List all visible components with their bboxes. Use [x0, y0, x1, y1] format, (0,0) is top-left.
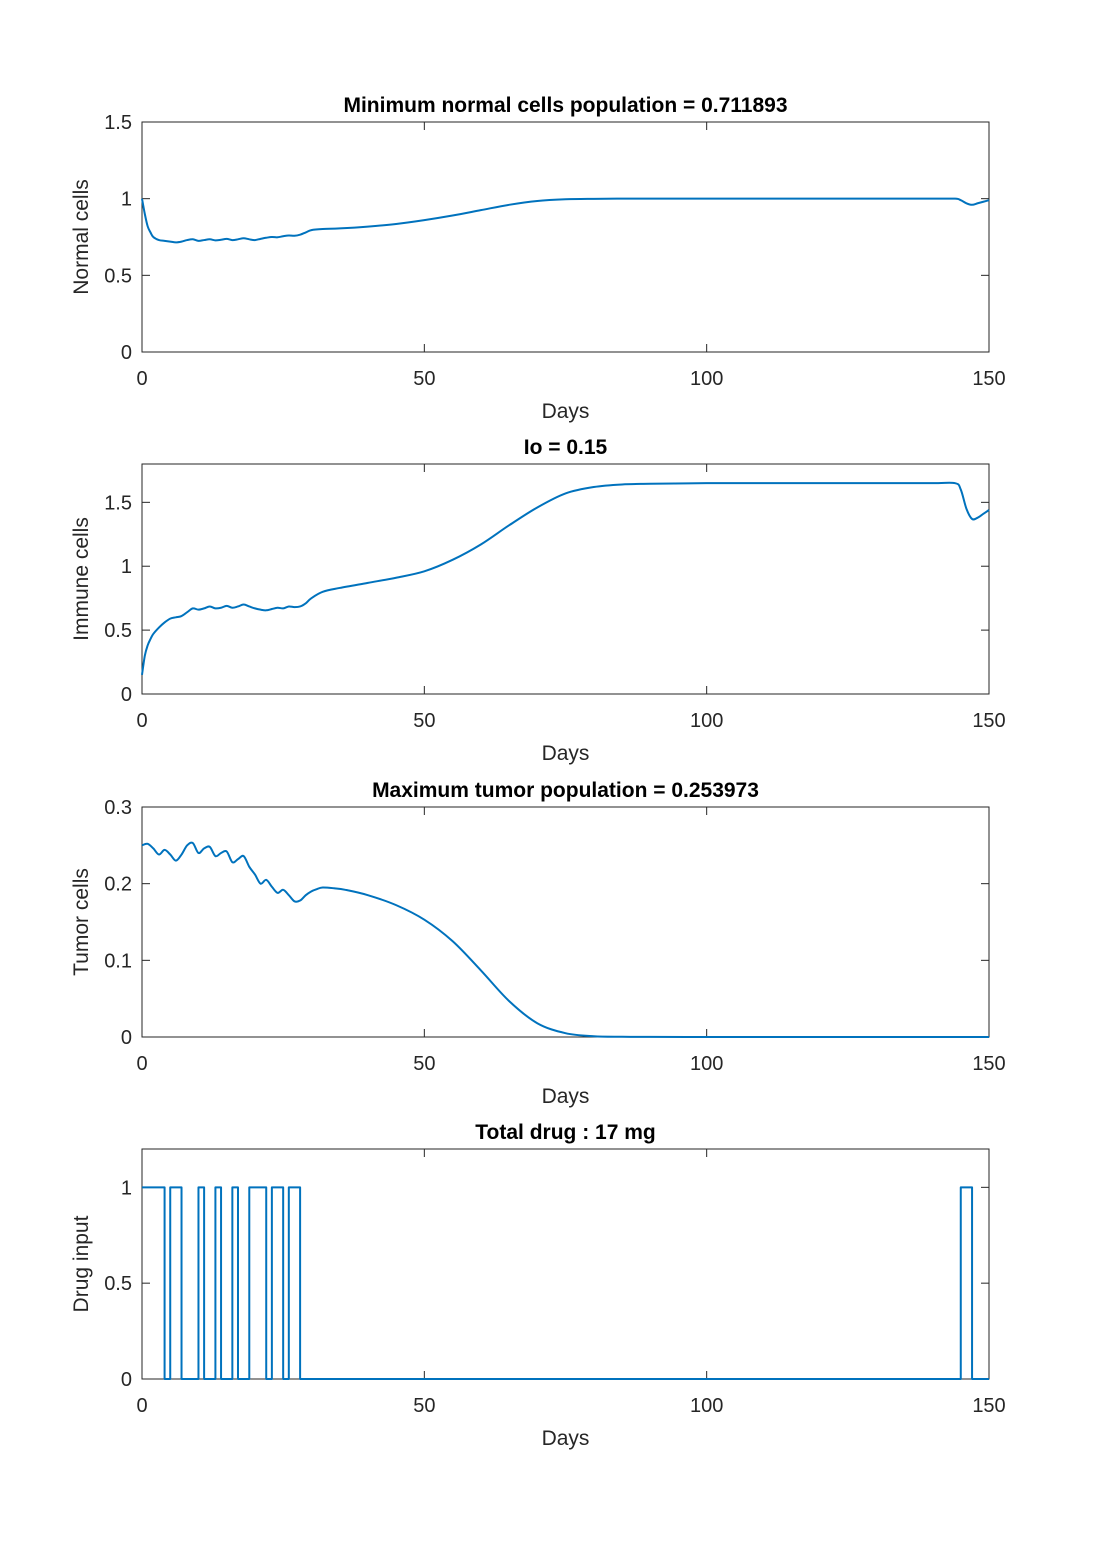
axes-box: [141, 1148, 990, 1380]
subplot-3: 0 50 100 150 0 0.1 0.2 0.3 Maximum tumor populat…: [70, 779, 1006, 1108]
chart-title: Minimum normal cells population = 0.7118…: [343, 94, 787, 117]
x-axis-label: Days: [542, 1085, 590, 1108]
series-line-1: [141, 197, 990, 244]
chart-title: Total drug : 17 mg: [475, 1121, 655, 1144]
y-tick-label: 0.3: [104, 797, 132, 819]
x-tick-label: 0: [136, 1395, 147, 1417]
chart-title: Io = 0.15: [524, 436, 608, 459]
y-tick-label: 0: [121, 684, 132, 706]
x-tick-label: 100: [690, 368, 723, 390]
subplot-4: 0 50 100 150 0 0.5 1 Total drug : 17 mg Days Drug…: [70, 1121, 1006, 1450]
y-tick-label: 1: [121, 189, 132, 211]
axes-box: [141, 806, 990, 1038]
y-tick-label: 0.5: [104, 265, 132, 287]
series-line-1: [141, 841, 989, 1039]
x-axis-label: Days: [542, 742, 590, 765]
x-tick-label: 50: [413, 1395, 435, 1417]
chart-title: Maximum tumor population = 0.253973: [372, 779, 759, 802]
x-tick-label: 100: [690, 1053, 723, 1075]
y-tick-label: 0: [121, 1369, 132, 1391]
y-axis-label: Drug input: [70, 1215, 93, 1312]
x-tick-label: 50: [413, 368, 435, 390]
subplot-2: 0 50 100 150 0 0.5 1 1.5 Io = 0.15 Days Immune cel…: [70, 436, 1006, 765]
x-tick-label: 150: [972, 710, 1005, 732]
y-tick-label: 1.5: [104, 492, 132, 514]
axes-box: [141, 463, 990, 695]
x-tick-label: 150: [972, 1053, 1005, 1075]
x-tick-label: 0: [136, 368, 147, 390]
y-axis-label: Immune cells: [70, 517, 93, 641]
y-tick-label: 0.5: [104, 1273, 132, 1295]
x-axis-label: Days: [542, 400, 590, 423]
x-tick-label: 50: [413, 710, 435, 732]
x-tick-label: 50: [413, 1053, 435, 1075]
y-tick-label: 0: [121, 342, 132, 364]
y-tick-label: 1.5: [104, 112, 132, 134]
y-tick-label: 1: [121, 556, 132, 578]
x-tick-label: 150: [972, 368, 1005, 390]
x-tick-label: 150: [972, 1395, 1005, 1417]
x-tick-label: 100: [690, 710, 723, 732]
y-tick-label: 1: [121, 1177, 132, 1199]
series-line-1: [142, 1186, 989, 1380]
series-line-1: [141, 481, 990, 675]
y-tick-label: 0: [121, 1027, 132, 1049]
x-tick-label: 100: [690, 1395, 723, 1417]
y-axis-label: Tumor cells: [70, 868, 93, 976]
x-tick-label: 0: [136, 710, 147, 732]
y-tick-label: 0.5: [104, 620, 132, 642]
x-tick-label: 0: [136, 1053, 147, 1075]
y-tick-label: 0.1: [104, 950, 132, 972]
y-axis-label: Normal cells: [70, 179, 93, 295]
x-axis-label: Days: [542, 1427, 590, 1450]
y-tick-label: 0.2: [104, 874, 132, 896]
subplot-1: 0 50 100 150 0 0.5 1 1.5 Minimum normal cells po…: [70, 94, 1006, 423]
